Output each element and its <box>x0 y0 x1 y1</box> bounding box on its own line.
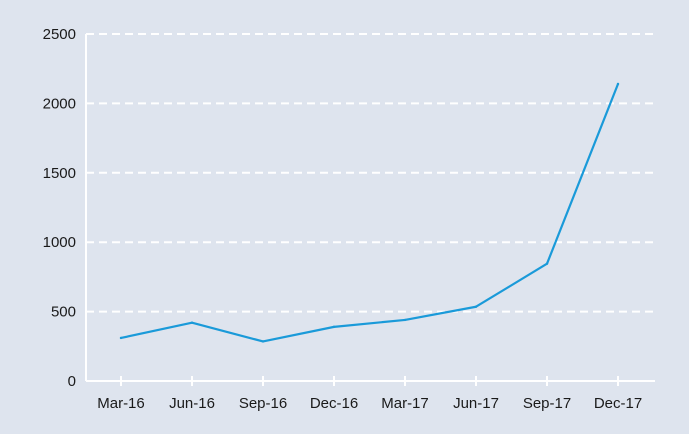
y-tick-label-500: 500 <box>51 304 76 321</box>
x-tick-label-Dec-17: Dec-17 <box>594 395 642 412</box>
y-axis-tick-labels: 0 500 1000 1500 2000 2500 <box>43 26 76 390</box>
data-point-Dec-16 <box>332 325 336 329</box>
data-point-Mar-17 <box>403 318 407 322</box>
x-tick-label-Jun-16: Jun-16 <box>169 395 215 412</box>
y-tick-label-2500: 2500 <box>43 26 76 43</box>
data-point-Mar-16 <box>119 336 123 340</box>
x-tick-label-Sep-17: Sep-17 <box>523 395 571 412</box>
data-point-Sep-17 <box>545 262 549 265</box>
y-tick-label-2000: 2000 <box>43 95 76 112</box>
data-point-Jun-16 <box>190 321 194 324</box>
y-tick-label-1500: 1500 <box>43 165 76 182</box>
data-point-Sep-16 <box>261 340 265 343</box>
y-tick-label-0: 0 <box>68 373 76 390</box>
x-tick-label-Mar-17: Mar-17 <box>381 395 429 412</box>
axes <box>85 34 655 386</box>
data-point-Dec-17 <box>616 82 620 86</box>
gridlines <box>86 33 655 313</box>
y-tick-label-1000: 1000 <box>43 234 76 251</box>
series-line <box>119 82 620 343</box>
data-point-Jun-17 <box>474 305 478 308</box>
x-axis-tick-labels: Mar-16 Jun-16 Sep-16 Dec-16 Mar-17 Jun-17 Sep-… <box>97 395 642 412</box>
x-tick-label-Jun-17: Jun-17 <box>453 395 499 412</box>
x-tick-label-Sep-16: Sep-16 <box>239 395 287 412</box>
x-tick-label-Dec-16: Dec-16 <box>310 395 358 412</box>
x-tick-label-Mar-16: Mar-16 <box>97 395 145 412</box>
series-layer <box>119 82 620 343</box>
